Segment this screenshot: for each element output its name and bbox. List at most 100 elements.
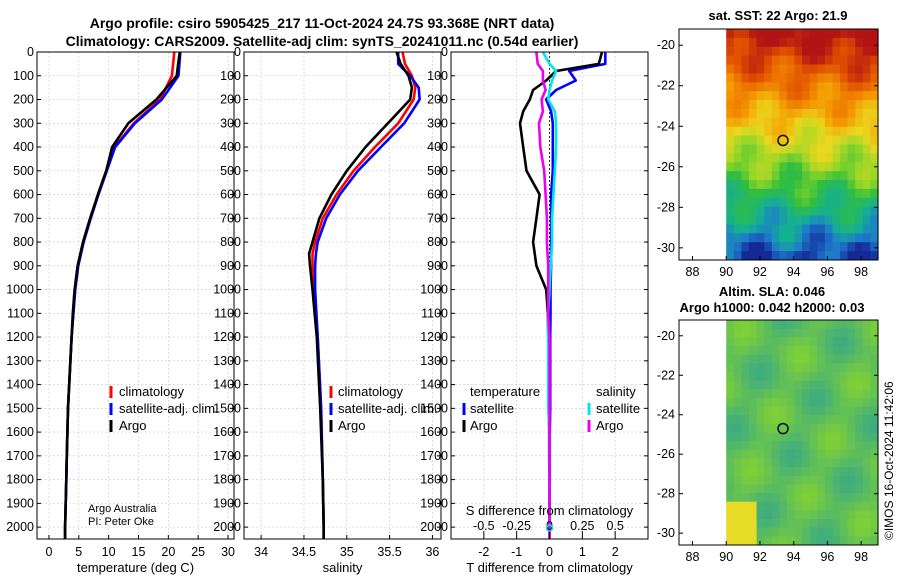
field-cell [733, 527, 742, 537]
field-cell [733, 126, 742, 137]
field-cell [824, 162, 834, 172]
field-cell [779, 73, 788, 83]
field-cell [764, 37, 773, 48]
y-tick-label: 600 [13, 188, 34, 202]
field-cell [794, 493, 803, 503]
field-cell [741, 527, 750, 537]
y-tick-label: 300 [13, 116, 34, 130]
field-cell [840, 73, 849, 83]
field-cell [726, 206, 735, 217]
field-cell [855, 432, 864, 442]
field-cell [809, 320, 818, 330]
field-cell [786, 251, 796, 260]
field-cell [802, 389, 811, 399]
field-cell [726, 536, 735, 545]
credit-line2: PI: Peter Oke [88, 516, 154, 528]
field-cell [771, 171, 780, 181]
field-cell [764, 328, 773, 338]
field-cell [726, 82, 735, 92]
legend-satellite-label: satellite-adj. clim. [338, 401, 438, 416]
y-tick-label: 1000 [6, 283, 34, 297]
field-cell [779, 242, 788, 252]
field-cell [802, 519, 811, 529]
field-cell [779, 527, 788, 537]
field-cell [847, 144, 856, 154]
field-cell [855, 484, 864, 494]
field-cell [741, 397, 750, 408]
field-cell [786, 458, 796, 468]
y-tick-label: 1100 [421, 306, 448, 320]
x-tick-label: -2 [478, 545, 489, 559]
field-cell [832, 467, 841, 477]
field-cell [733, 73, 742, 83]
temperature-legend: climatology satellite-adj. clim. Argo [109, 384, 219, 433]
field-cell [749, 415, 758, 425]
field-cell [840, 527, 849, 537]
field-cell [817, 493, 826, 503]
field-cell [771, 397, 780, 408]
y-tick-label: 1700 [213, 449, 241, 463]
field-cell [802, 188, 811, 199]
field-cell [756, 432, 765, 442]
field-cell [726, 432, 735, 442]
field-cell [756, 337, 765, 347]
y-tick-label: 1200 [420, 330, 448, 344]
field-cell [847, 337, 856, 347]
field-cell [802, 109, 811, 119]
field-cell [771, 197, 780, 208]
field-cell [794, 337, 803, 347]
field-cell [756, 55, 765, 66]
field-cell [726, 397, 735, 408]
field-cell [794, 64, 803, 74]
field-cell [779, 320, 788, 330]
field-cell [855, 171, 864, 181]
field-cell [802, 458, 811, 468]
field-cell [832, 536, 841, 545]
field-cell [817, 117, 826, 128]
y-tick-label: 1400 [6, 378, 34, 392]
legend-argo-label: Argo [119, 418, 146, 433]
field-cell [824, 144, 834, 154]
field-cell [809, 242, 818, 252]
field-cell [809, 510, 818, 520]
field-cell [733, 82, 742, 92]
sst-field [726, 29, 879, 260]
y-tick-label: 500 [13, 164, 34, 178]
field-cell [840, 46, 849, 57]
field-cell [764, 171, 773, 181]
field-cell [756, 144, 765, 154]
field-cell [862, 475, 871, 486]
field-cell [802, 82, 811, 92]
field-cell [832, 180, 841, 190]
field-cell [764, 519, 773, 529]
field-cell [824, 117, 834, 128]
field-cell [862, 432, 871, 442]
y-tick-label: 1900 [213, 496, 241, 510]
field-cell [840, 109, 849, 119]
field-cell [726, 197, 735, 208]
field-cell [870, 346, 879, 356]
field-cell [764, 117, 773, 128]
field-cell [824, 346, 834, 356]
x-tick-label: 35 [340, 545, 354, 559]
y-tick-label: 900 [13, 259, 34, 273]
field-cell [749, 37, 758, 48]
field-cell [749, 126, 758, 137]
field-cell [786, 224, 796, 234]
field-cell [786, 363, 796, 373]
top-x-tick-label: 0 [546, 519, 553, 533]
field-cell [794, 467, 803, 477]
field-cell [779, 188, 788, 199]
field-cell [809, 197, 818, 208]
field-cell [756, 251, 765, 260]
field-cell [749, 458, 758, 468]
field-cell [809, 135, 818, 146]
field-cell [832, 380, 841, 390]
field-cell [764, 55, 773, 66]
series-line-temperature-argo [518, 52, 604, 539]
y-tick-label: 1500 [213, 401, 241, 415]
field-cell [771, 380, 780, 390]
field-cell [756, 153, 765, 163]
field-cell [733, 153, 742, 163]
field-cell [847, 354, 856, 364]
